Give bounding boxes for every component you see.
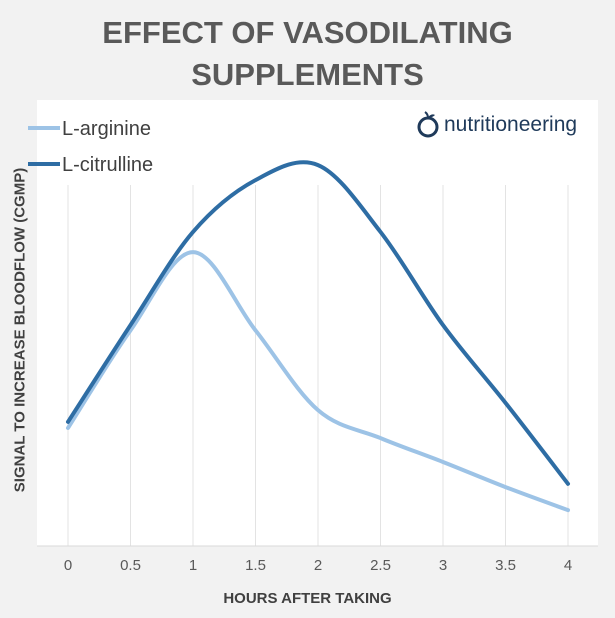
x-tick-label: 0	[64, 557, 72, 574]
x-tick-label: 3	[439, 557, 447, 574]
y-axis-label: SIGNAL TO INCREASE BLOODFLOW (CGMP)	[11, 167, 29, 493]
nutritioneering-logo: nutritioneering	[416, 111, 577, 139]
x-tick-label: 4	[564, 557, 572, 574]
logo-text: nutritioneering	[444, 113, 578, 136]
legend-label: L-arginine	[62, 118, 151, 140]
x-tick-label: 2	[314, 557, 322, 574]
x-axis-label: HOURS AFTER TAKING	[223, 590, 392, 607]
series-line-l-arginine	[66, 250, 570, 513]
x-tick-label: 1	[189, 557, 197, 574]
series-line-l-citrulline	[66, 160, 570, 486]
x-tick-label: 0.5	[120, 557, 141, 574]
legend-label: L-citrulline	[62, 154, 153, 176]
x-tick-label: 3.5	[495, 557, 516, 574]
chart-title: EFFECT OF VASODILATING SUPPLEMENTS	[102, 15, 513, 92]
x-tick-label: 1.5	[245, 557, 266, 574]
apple-icon	[417, 111, 439, 138]
x-tick-label: 2.5	[370, 557, 391, 574]
